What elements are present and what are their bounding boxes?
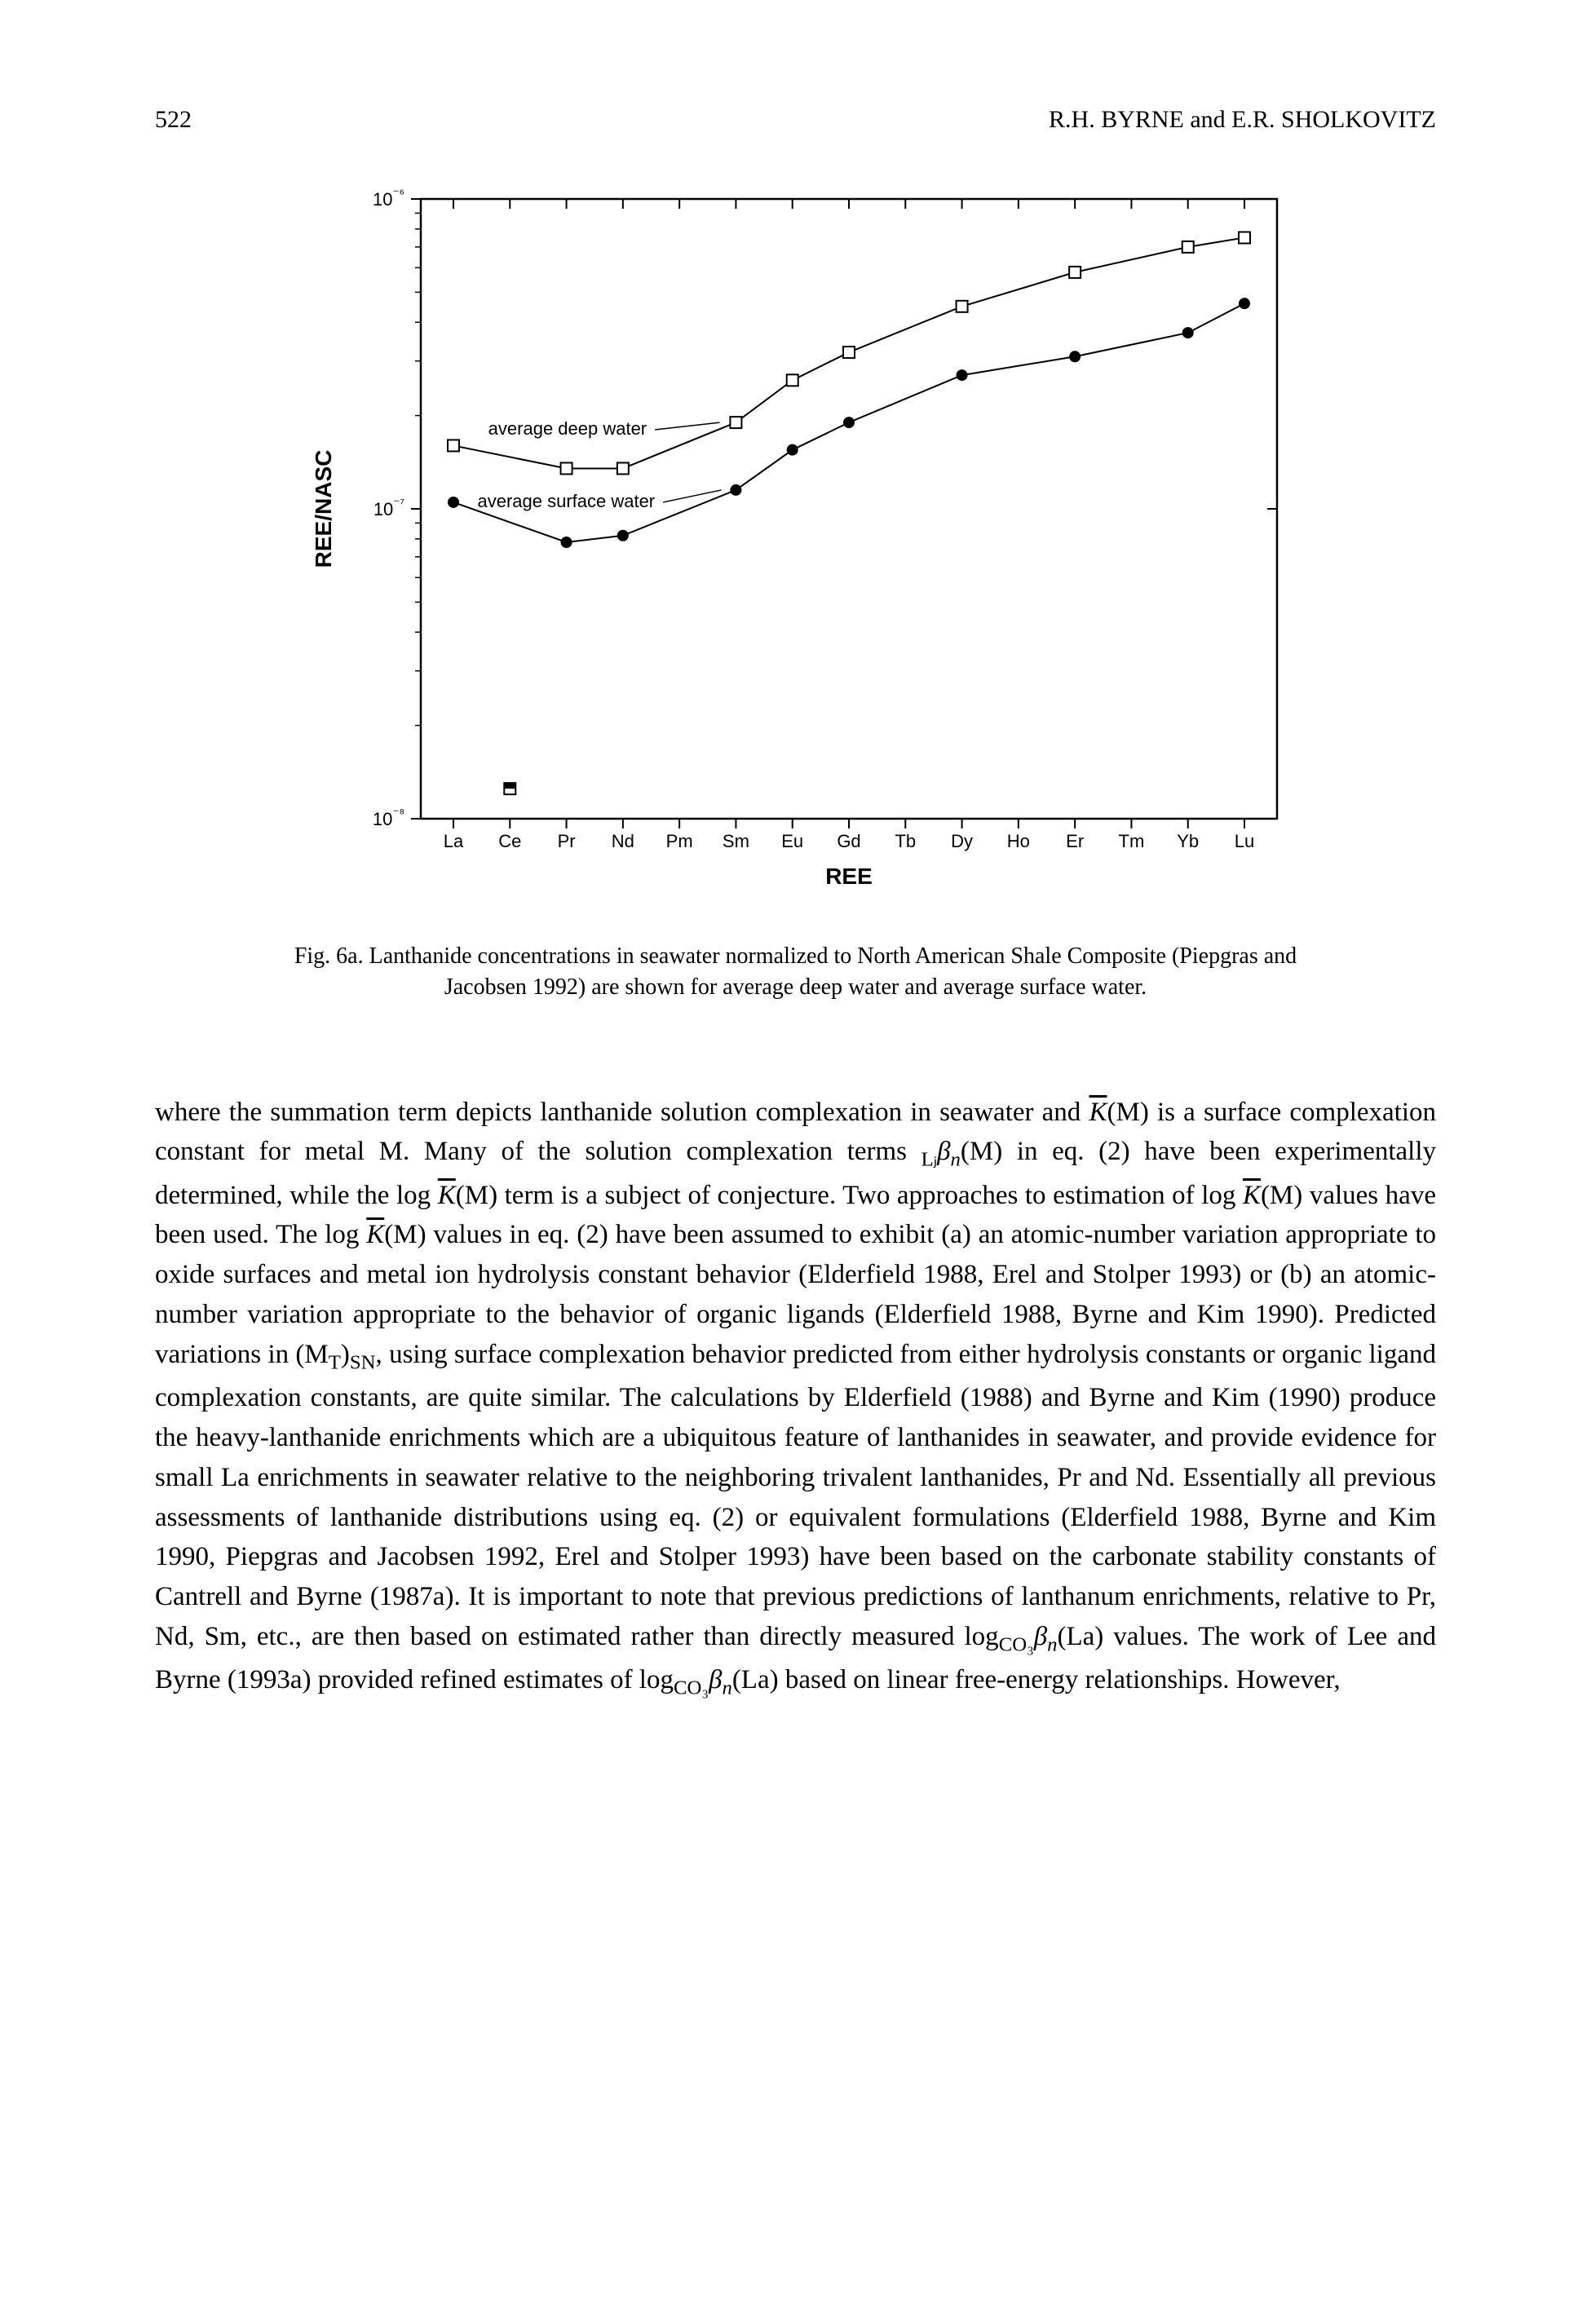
svg-text:La: La xyxy=(443,831,463,851)
ree-chart: 10⁻⁸ 10⁻⁷ 10⁻⁶ La Ce Pr Nd Pm Sm Eu Gd Tb Dy Ho Er Tm Yb… xyxy=(274,166,1318,917)
svg-text:10⁻⁸: 10⁻⁸ xyxy=(372,806,404,829)
svg-text:Gd: Gd xyxy=(837,831,860,851)
svg-text:Dy: Dy xyxy=(951,831,973,851)
svg-text:10⁻⁷: 10⁻⁷ xyxy=(373,497,404,519)
svg-text:average surface water: average surface water xyxy=(477,491,655,511)
svg-text:Ce: Ce xyxy=(498,831,521,851)
svg-text:Lu: Lu xyxy=(1234,831,1253,851)
svg-text:Ho: Ho xyxy=(1006,831,1029,851)
caption-line1: Fig. 6a. Lanthanide concentrations in se… xyxy=(294,943,1297,969)
svg-text:REE: REE xyxy=(825,864,873,889)
page-number: 522 xyxy=(155,106,192,134)
page: 522 R.H. BYRNE and E.R. SHOLKOVITZ 10⁻⁸1… xyxy=(0,0,1591,2324)
svg-text:Yb: Yb xyxy=(1177,831,1199,851)
svg-text:Er: Er xyxy=(1066,831,1084,851)
figure-caption: Fig. 6a. Lanthanide concentrations in se… xyxy=(155,941,1436,1003)
chart-container: 10⁻⁸ 10⁻⁷ 10⁻⁶ La Ce Pr Nd Pm Sm Eu Gd Tb Dy Ho Er Tm Yb… xyxy=(155,166,1436,917)
svg-text:Sm: Sm xyxy=(722,831,749,851)
page-header: 522 R.H. BYRNE and E.R. SHOLKOVITZ xyxy=(155,106,1436,134)
svg-text:Nd: Nd xyxy=(611,831,634,851)
svg-text:Pr: Pr xyxy=(557,831,575,851)
svg-text:REE/NASC: REE/NASC xyxy=(311,450,336,568)
caption-line2: Jacobsen 1992) are shown for average dee… xyxy=(444,974,1147,1000)
svg-text:10⁻⁶: 10⁻⁶ xyxy=(373,187,404,210)
header-authors: R.H. BYRNE and E.R. SHOLKOVITZ xyxy=(1049,106,1436,134)
svg-text:Tm: Tm xyxy=(1118,831,1144,851)
svg-text:Pm: Pm xyxy=(665,831,692,851)
svg-text:average deep water: average deep water xyxy=(488,418,646,439)
svg-text:Tb: Tb xyxy=(895,831,916,851)
body-paragraph: where the summation term depicts lanthan… xyxy=(155,1093,1436,1704)
svg-text:Eu: Eu xyxy=(781,831,803,851)
